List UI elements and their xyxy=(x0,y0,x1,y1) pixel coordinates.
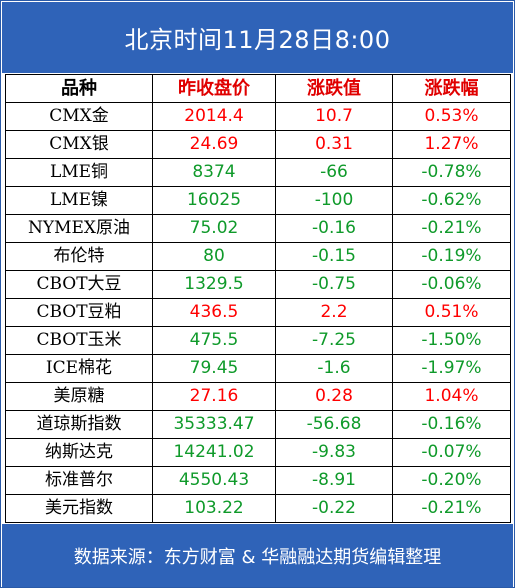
change-pct-value: -1.50% xyxy=(392,326,511,355)
table-row: ICE棉花 79.45 -1.6 -1.97% xyxy=(5,354,511,383)
change-value: -0.22 xyxy=(275,494,393,523)
commodity-name: 纳斯达克 xyxy=(5,438,153,467)
table-row: CMX银 24.69 0.31 1.27% xyxy=(5,130,511,159)
header-variety: 品种 xyxy=(5,74,153,103)
change-pct-value: -0.21% xyxy=(392,214,511,243)
commodity-name: 布伦特 xyxy=(5,242,153,271)
table-row: CMX金 2014.4 10.7 0.53% xyxy=(5,102,511,131)
prev-close-value: 75.02 xyxy=(152,214,276,243)
source-footer: 数据来源：东方财富 & 华融融达期货编辑整理 xyxy=(2,524,513,587)
change-pct-value: -0.78% xyxy=(392,158,511,187)
header-prev-close: 昨收盘价 xyxy=(152,74,276,103)
table-row: LME铜 8374 -66 -0.78% xyxy=(5,158,511,187)
change-value: -0.16 xyxy=(275,214,393,243)
table-row: NYMEX原油 75.02 -0.16 -0.21% xyxy=(5,214,511,243)
change-value: 0.31 xyxy=(275,130,393,159)
change-pct-value: 1.04% xyxy=(392,382,511,411)
prev-close-value: 14241.02 xyxy=(152,438,276,467)
prev-close-value: 79.45 xyxy=(152,354,276,383)
prev-close-value: 475.5 xyxy=(152,326,276,355)
table-row: CBOT玉米 475.5 -7.25 -1.50% xyxy=(5,326,511,355)
commodity-name: 美元指数 xyxy=(5,494,153,523)
change-pct-value: -1.97% xyxy=(392,354,511,383)
table-row: 标准普尔 4550.43 -8.91 -0.20% xyxy=(5,466,511,495)
commodity-name: ICE棉花 xyxy=(5,354,153,383)
prev-close-value: 16025 xyxy=(152,186,276,215)
commodity-name: CMX金 xyxy=(5,102,153,131)
table-row: CBOT豆粕 436.5 2.2 0.51% xyxy=(5,298,511,327)
change-value: -9.83 xyxy=(275,438,393,467)
table-row: 纳斯达克 14241.02 -9.83 -0.07% xyxy=(5,438,511,467)
change-pct-value: -0.07% xyxy=(392,438,511,467)
quote-table: 品种 昨收盘价 涨跌值 涨跌幅 CMX金 2014.4 10.7 0.53% CMX银 2… xyxy=(5,74,511,523)
table-row: 道琼斯指数 35333.47 -56.68 -0.16% xyxy=(5,410,511,439)
table-row: LME镍 16025 -100 -0.62% xyxy=(5,186,511,215)
change-pct-value: 1.27% xyxy=(392,130,511,159)
prev-close-value: 80 xyxy=(152,242,276,271)
table-row: 美元指数 103.22 -0.22 -0.21% xyxy=(5,494,511,523)
commodity-name: 道琼斯指数 xyxy=(5,410,153,439)
change-value: -100 xyxy=(275,186,393,215)
page-title: 北京时间11月28日8:00 xyxy=(2,2,513,73)
change-value: -8.91 xyxy=(275,466,393,495)
change-value: 2.2 xyxy=(275,298,393,327)
prev-close-value: 35333.47 xyxy=(152,410,276,439)
change-value: -66 xyxy=(275,158,393,187)
commodity-name: LME镍 xyxy=(5,186,153,215)
change-pct-value: -0.20% xyxy=(392,466,511,495)
header-change-pct: 涨跌幅 xyxy=(392,74,511,103)
commodity-name: CBOT大豆 xyxy=(5,270,153,299)
change-value: -0.75 xyxy=(275,270,393,299)
change-pct-value: -0.16% xyxy=(392,410,511,439)
prev-close-value: 2014.4 xyxy=(152,102,276,131)
prev-close-value: 24.69 xyxy=(152,130,276,159)
change-pct-value: -0.62% xyxy=(392,186,511,215)
prev-close-value: 436.5 xyxy=(152,298,276,327)
commodity-name: CBOT豆粕 xyxy=(5,298,153,327)
prev-close-value: 27.16 xyxy=(152,382,276,411)
commodity-name: NYMEX原油 xyxy=(5,214,153,243)
change-value: -56.68 xyxy=(275,410,393,439)
change-value: 0.28 xyxy=(275,382,393,411)
table-header-row: 品种 昨收盘价 涨跌值 涨跌幅 xyxy=(5,74,511,103)
change-pct-value: 0.53% xyxy=(392,102,511,131)
change-value: 10.7 xyxy=(275,102,393,131)
table-row: CBOT大豆 1329.5 -0.75 -0.06% xyxy=(5,270,511,299)
change-value: -7.25 xyxy=(275,326,393,355)
quote-table-container: 品种 昨收盘价 涨跌值 涨跌幅 CMX金 2014.4 10.7 0.53% CMX银 2… xyxy=(5,74,511,524)
header-change: 涨跌值 xyxy=(275,74,393,103)
prev-close-value: 4550.43 xyxy=(152,466,276,495)
prev-close-value: 1329.5 xyxy=(152,270,276,299)
commodity-name: CBOT玉米 xyxy=(5,326,153,355)
prev-close-value: 8374 xyxy=(152,158,276,187)
change-pct-value: -0.19% xyxy=(392,242,511,271)
change-value: -0.15 xyxy=(275,242,393,271)
change-value: -1.6 xyxy=(275,354,393,383)
commodity-name: LME铜 xyxy=(5,158,153,187)
change-pct-value: 0.51% xyxy=(392,298,511,327)
change-pct-value: -0.21% xyxy=(392,494,511,523)
change-pct-value: -0.06% xyxy=(392,270,511,299)
commodity-name: 美原糖 xyxy=(5,382,153,411)
prev-close-value: 103.22 xyxy=(152,494,276,523)
commodity-name: CMX银 xyxy=(5,130,153,159)
table-row: 布伦特 80 -0.15 -0.19% xyxy=(5,242,511,271)
commodity-name: 标准普尔 xyxy=(5,466,153,495)
table-row: 美原糖 27.16 0.28 1.04% xyxy=(5,382,511,411)
